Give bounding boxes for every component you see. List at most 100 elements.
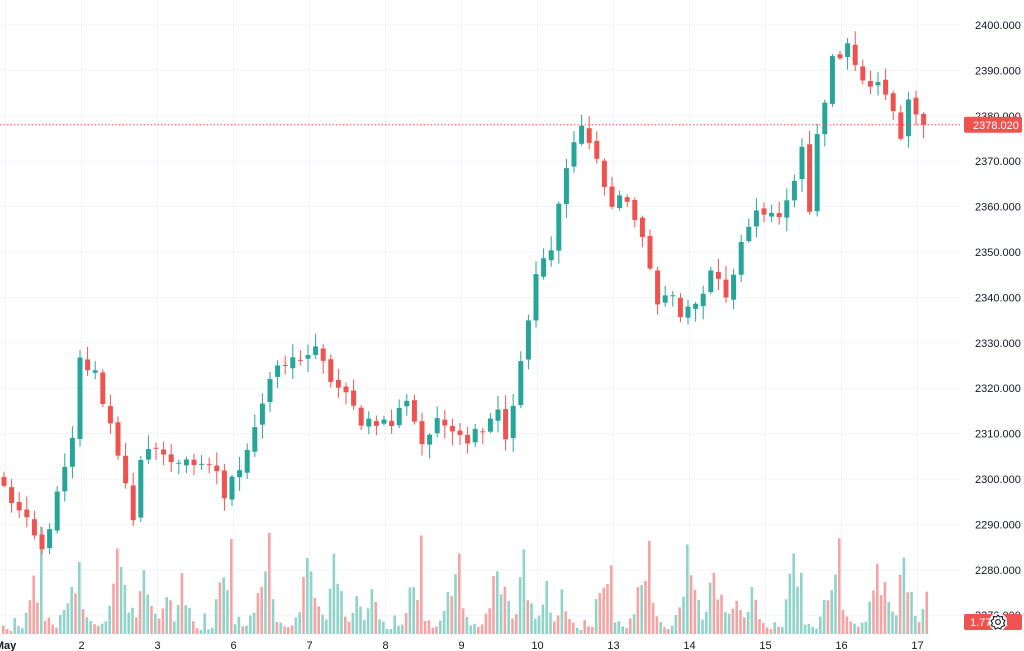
volume-bar (431, 627, 434, 634)
candle (199, 455, 205, 471)
candle-body (556, 203, 562, 251)
volume-bar (374, 601, 377, 634)
volume-bar (518, 577, 522, 634)
candles (1, 31, 927, 555)
volume-bar (750, 587, 754, 634)
volume-bar (325, 619, 328, 634)
volume-bar (461, 608, 465, 634)
candle-body (69, 437, 75, 467)
volume-bar (382, 621, 385, 634)
candle (852, 31, 858, 72)
candle-body (335, 379, 341, 388)
candle (845, 38, 851, 70)
candle-body (632, 199, 638, 220)
candle (39, 527, 45, 555)
candle-body (267, 379, 273, 403)
candle-body (199, 463, 205, 465)
candle-body (138, 459, 144, 518)
candle (373, 415, 379, 436)
volume-bar (530, 603, 533, 634)
volume-bar (906, 592, 909, 634)
volume-bar (739, 610, 742, 634)
volume-bar (268, 532, 271, 634)
volume-bar (347, 621, 351, 634)
volume-bar (397, 625, 400, 634)
volume-bar (435, 626, 438, 634)
volume-bar (165, 597, 168, 634)
volume-bar (522, 549, 526, 634)
settings-button[interactable] (989, 613, 1007, 631)
candle-body (723, 279, 729, 298)
last-price-label: 2378.020 (973, 120, 1019, 132)
volume-bar (834, 574, 837, 634)
candle-body (518, 361, 524, 406)
candle (533, 261, 539, 328)
volume-bar (769, 629, 773, 634)
volume-bar (841, 609, 845, 634)
volume-bar (621, 626, 624, 634)
y-tick-label: 2330.000 (975, 338, 1021, 350)
candle (495, 395, 501, 433)
candle-body (54, 491, 60, 531)
x-tick-label: 2 (78, 640, 84, 651)
candle-body (639, 217, 645, 238)
volume-bar (306, 557, 309, 634)
candle-body (123, 455, 129, 484)
volume-bar (279, 622, 282, 634)
volume-bar (222, 577, 225, 634)
volume-bar (507, 600, 510, 634)
candle (799, 138, 805, 193)
volume-bar (36, 602, 39, 634)
volume-bar (51, 624, 54, 634)
volume-bars (2, 526, 928, 634)
candle (267, 371, 273, 412)
volume-bar (5, 628, 9, 634)
volume-bar (188, 607, 191, 634)
candle (563, 158, 569, 218)
candle-body (31, 519, 37, 536)
volume-bar (701, 619, 704, 634)
x-tick-label: 7 (306, 640, 312, 651)
volume-bar (674, 614, 678, 634)
candle (313, 333, 319, 359)
candle-body (411, 400, 417, 422)
volume-bar (803, 624, 807, 634)
volume-bar (575, 627, 579, 634)
volume-bar (534, 618, 537, 634)
candle-body (715, 271, 721, 279)
candle (31, 510, 37, 540)
volume-bar (819, 616, 822, 634)
x-tick-label: May (0, 640, 17, 651)
volume-bar (746, 612, 750, 634)
candle (358, 405, 364, 431)
volume-bar (777, 626, 780, 634)
volume-bar (287, 627, 290, 634)
candle (47, 523, 53, 555)
candle (700, 285, 706, 320)
volume-bar (553, 621, 556, 634)
volume-bar (773, 622, 776, 634)
volume-bar (416, 600, 419, 634)
candle-body (480, 431, 486, 433)
candle (685, 299, 691, 325)
candle-body (867, 81, 873, 87)
candle (776, 201, 782, 225)
volume-bar (682, 596, 685, 634)
candle-body (366, 418, 372, 427)
candle-body (358, 407, 364, 426)
volume-bar (499, 594, 503, 634)
candle (320, 344, 326, 374)
volume-bar (876, 563, 879, 634)
volume-bar (693, 589, 697, 634)
candle-body (328, 359, 334, 382)
volume-bar (123, 584, 127, 634)
candle (389, 409, 395, 434)
candle (708, 266, 714, 295)
volume-bar (355, 596, 358, 634)
volume-bar (203, 613, 206, 634)
volume-bar (591, 626, 594, 634)
candle-body (487, 418, 493, 432)
candle (579, 115, 585, 146)
